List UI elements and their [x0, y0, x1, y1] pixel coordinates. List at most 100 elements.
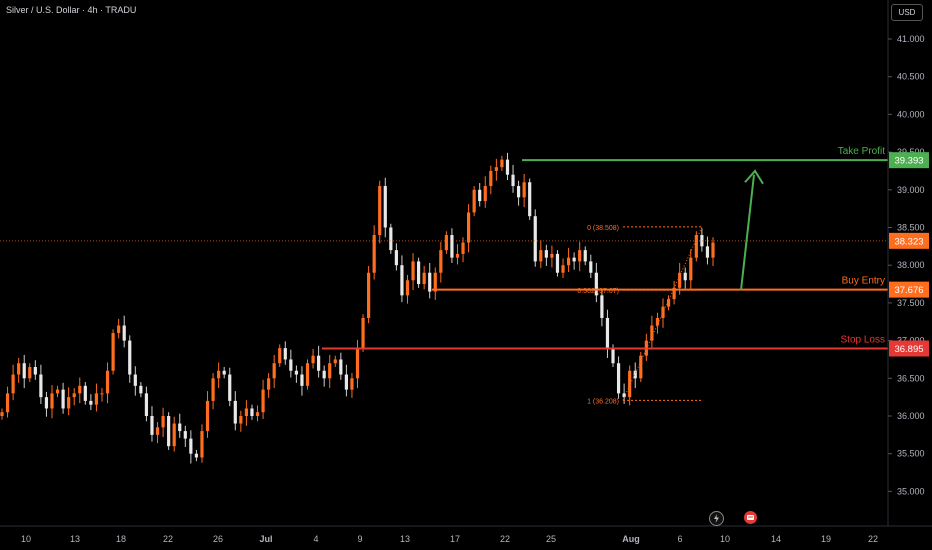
candle	[83, 382, 87, 405]
price-tick-label: 38.000	[897, 260, 925, 270]
candle-body	[178, 423, 182, 432]
candle	[405, 275, 410, 304]
candle-body	[694, 235, 698, 258]
level-label-take-profit: Take Profit	[838, 146, 885, 157]
candle	[33, 360, 37, 380]
candle-body	[50, 393, 54, 409]
time-axis: 10 13 18 22 26 Jul 4 9 13 17 22 25 Aug 6 10 14 19 22	[0, 525, 932, 544]
candle-body	[150, 416, 154, 435]
candle	[472, 186, 476, 217]
candle-body	[666, 299, 671, 307]
time-tick-label: 6	[677, 534, 682, 544]
candle-body	[83, 385, 87, 401]
candle-body	[655, 317, 660, 326]
level-price-tag-label: 37.676	[894, 285, 923, 296]
candle-body	[55, 389, 60, 394]
candle	[616, 356, 621, 399]
target-arrow-shaft	[740, 174, 755, 291]
candle	[17, 357, 21, 383]
candle-body	[411, 261, 415, 281]
candle	[639, 351, 643, 383]
candle-body	[650, 325, 654, 341]
time-tick-label: 18	[116, 534, 126, 544]
candle-body	[317, 355, 321, 371]
candle	[55, 385, 60, 398]
price-tick-label: 40.000	[897, 109, 925, 119]
candle	[694, 231, 698, 262]
candle-body	[183, 431, 187, 439]
candle-body	[311, 355, 315, 364]
candle	[511, 164, 515, 193]
candle-body	[155, 427, 160, 435]
candle-body	[100, 393, 104, 395]
candle-body	[439, 250, 443, 273]
candle	[105, 362, 110, 404]
candle-body	[350, 378, 354, 390]
flash-icon[interactable]	[709, 511, 724, 526]
candle-body	[28, 366, 32, 379]
level-price-tag	[889, 281, 929, 298]
candle	[322, 365, 326, 387]
event-flag-icon[interactable]	[744, 511, 757, 524]
candle-body	[133, 374, 137, 386]
candle	[317, 345, 321, 378]
candle-body	[111, 333, 115, 371]
candle-body	[61, 389, 65, 409]
candle-body	[472, 189, 476, 213]
currency-button[interactable]: USD	[891, 4, 923, 21]
candle-body	[550, 253, 554, 258]
candle	[600, 290, 604, 327]
candle	[272, 354, 276, 389]
time-tick-label: 9	[357, 534, 362, 544]
candle	[561, 258, 565, 279]
price-tick-label: 35.000	[897, 486, 925, 496]
candle-body	[361, 317, 365, 349]
candle	[144, 386, 149, 422]
candle-body	[572, 257, 576, 262]
candle	[300, 366, 304, 396]
candle-body	[272, 363, 276, 379]
time-tick-label: 22	[868, 534, 878, 544]
candle-body	[428, 272, 432, 292]
candle	[605, 309, 610, 358]
candle-body	[705, 246, 710, 258]
candle-body	[194, 453, 199, 458]
candle	[167, 412, 171, 450]
candle-body	[605, 317, 610, 349]
candle	[183, 425, 187, 447]
candle-body	[122, 325, 126, 341]
candle	[89, 394, 93, 410]
candle-body	[355, 348, 360, 379]
candle	[400, 255, 404, 303]
candle-body	[589, 261, 593, 273]
candle	[67, 387, 71, 416]
candle	[11, 364, 15, 401]
candle-body	[228, 374, 232, 401]
candle	[689, 249, 693, 291]
candle-body	[633, 370, 637, 379]
candle-body	[339, 359, 343, 375]
candle	[544, 244, 548, 266]
candle	[594, 262, 598, 303]
candle-body	[555, 253, 560, 273]
candle-body	[583, 250, 587, 262]
candle	[128, 335, 132, 383]
time-tick-label: Aug	[622, 534, 640, 544]
candle	[389, 223, 393, 254]
candle-body	[461, 242, 465, 254]
candle	[50, 385, 54, 419]
candle	[466, 204, 471, 253]
price-axis: 35.00035.50036.00036.50037.00037.50038.0…	[887, 0, 932, 550]
price-tick-label: 41.000	[897, 34, 925, 44]
candle	[100, 388, 104, 402]
candle	[566, 247, 571, 272]
candle	[72, 388, 76, 406]
candle	[5, 386, 10, 418]
candle	[572, 252, 576, 270]
candle	[633, 362, 637, 389]
candle-body	[255, 412, 260, 416]
candle	[311, 348, 315, 369]
level-price-tag	[889, 340, 929, 357]
candle	[194, 449, 199, 462]
